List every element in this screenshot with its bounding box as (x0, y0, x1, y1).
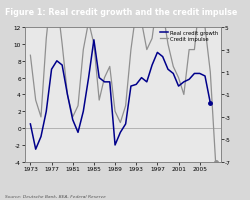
Legend: Real credit growth, Credit impulse: Real credit growth, Credit impulse (157, 29, 220, 44)
Text: Source: Deutsche Bank, BEA, Federal Reserve: Source: Deutsche Bank, BEA, Federal Rese… (5, 194, 105, 198)
Text: Figure 1: Real credit growth and the credit impulse: Figure 1: Real credit growth and the cre… (5, 8, 236, 16)
